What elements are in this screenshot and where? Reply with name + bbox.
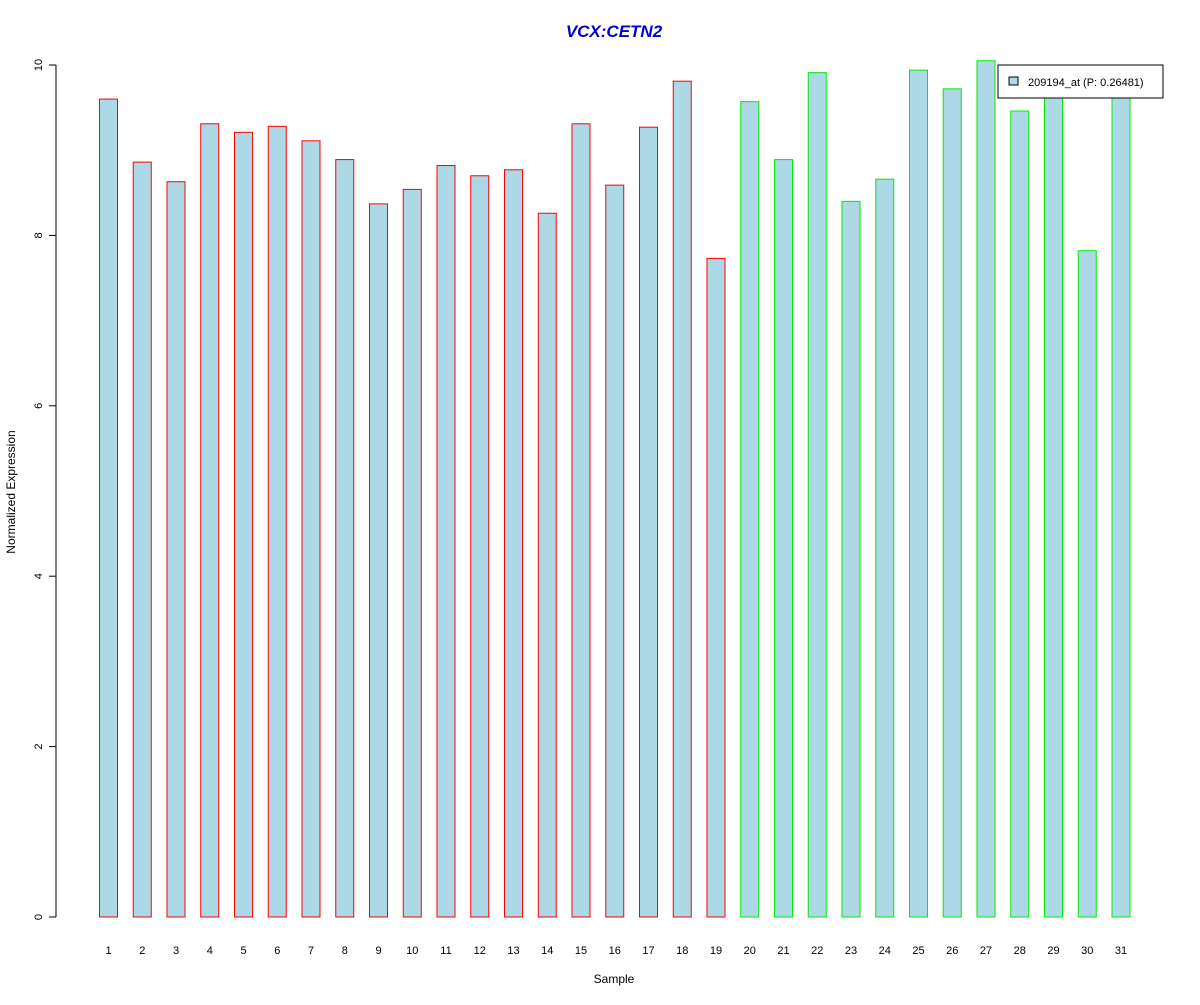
y-tick-label: 4 [33,573,45,579]
x-tick-label: 25 [912,945,924,957]
x-tick-label: 2 [139,945,145,957]
x-tick-label: 29 [1047,945,1059,957]
x-tick-label: 18 [676,945,688,957]
bar-sample-6 [267,125,287,918]
bar-sample-29 [1044,91,1063,918]
bar-sample-26 [942,88,962,918]
bar-sample-19 [706,257,726,918]
bar-sample-18 [672,80,692,918]
y-tick-label: 10 [33,59,45,71]
bar-sample-2 [132,161,152,918]
bar-sample-21 [774,159,793,918]
x-tick-label: 23 [845,945,857,957]
bar-sample-28 [1010,110,1030,918]
x-tick-label: 11 [440,945,451,957]
legend-label: 209194_at (P: 0.26481) [1028,77,1144,89]
bar-sample-13 [504,169,523,918]
y-tick-label: 2 [33,744,45,750]
x-tick-label: 3 [173,945,179,957]
bar-sample-7 [301,140,321,918]
x-tick-label: 24 [879,945,891,957]
x-tick-label: 31 [1115,945,1127,957]
x-axis-label: Sample [594,972,635,986]
bar-sample-22 [807,72,827,918]
x-tick-label: 28 [1014,945,1026,957]
bar-sample-11 [436,165,456,918]
legend-swatch [1008,76,1019,86]
x-tick-label: 30 [1081,945,1093,957]
y-axis: 0 2 4 6 8 10 [33,59,57,920]
x-tick-label: 13 [507,945,519,957]
bar-sample-24 [875,178,895,918]
bar-sample-16 [605,184,625,918]
bar-sample-3 [166,181,186,918]
x-tick-label: 7 [308,945,314,957]
bar-sample-10 [402,188,422,918]
x-tick-label: 9 [375,945,381,957]
chart-title: VCX:CETN2 [566,22,663,41]
bar-sample-1 [99,98,118,918]
bar-sample-15 [571,123,591,918]
y-tick-label: 8 [33,232,45,238]
x-tick-label: 20 [744,945,756,957]
bar-sample-20 [740,101,760,918]
x-tick-label: 16 [609,945,621,957]
y-tick-label: 0 [33,914,45,920]
bar-sample-4 [200,123,220,918]
bar-sample-31 [1111,91,1131,918]
x-tick-labels: 1 2 3 4 5 6 7 8 9 10 11 12 13 14 15 16 17 18 19 20 21 22 23 24 2… [105,945,1127,957]
x-tick-label: 1 [105,945,111,957]
bar-sample-8 [335,159,355,918]
x-tick-label: 4 [207,945,213,957]
y-axis-label: Normalized Expression [4,430,18,553]
x-tick-label: 12 [474,945,486,957]
legend: 209194_at (P: 0.26481) [997,64,1164,99]
x-tick-label: 26 [946,945,958,957]
x-tick-label: 27 [980,945,992,957]
bar-sample-30 [1077,250,1097,918]
bar-sample-14 [537,212,557,918]
bar-sample-5 [234,131,253,918]
x-tick-label: 21 [777,945,789,957]
x-tick-label: 10 [406,945,418,957]
legend-box [997,64,1164,99]
bar-sample-12 [470,175,490,918]
x-tick-label: 17 [642,945,654,957]
x-tick-label: 5 [240,945,246,957]
bar-sample-25 [909,69,928,918]
bar-sample-9 [369,203,388,918]
x-tick-label: 15 [575,945,587,957]
bar-sample-17 [639,126,658,918]
x-tick-label: 22 [811,945,823,957]
x-tick-label: 6 [274,945,280,957]
y-tick-label: 6 [33,403,45,409]
x-tick-label: 14 [541,945,553,957]
bars-group [99,60,1131,918]
bar-sample-23 [841,200,861,918]
x-tick-label: 8 [342,945,348,957]
x-tick-label: 19 [710,945,722,957]
bar-sample-27 [976,60,996,918]
